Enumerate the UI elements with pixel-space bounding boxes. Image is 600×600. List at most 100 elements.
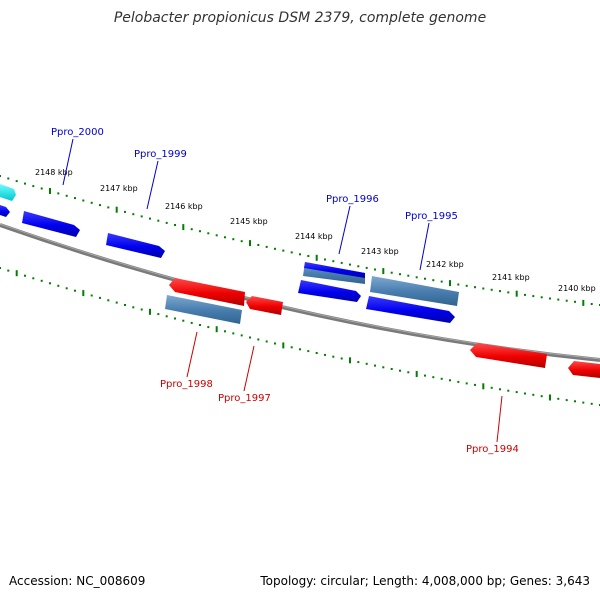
gene-arrow-forward[interactable] xyxy=(0,205,10,217)
minor-tick xyxy=(165,221,168,224)
minor-tick xyxy=(374,364,376,367)
major-tick xyxy=(449,280,451,287)
minor-tick xyxy=(499,388,501,391)
kbp-tick-label: 2140 kbp xyxy=(558,284,596,293)
gene-arrow-forward[interactable] xyxy=(304,262,365,278)
minor-tick xyxy=(424,277,426,280)
minor-tick xyxy=(49,282,51,285)
minor-tick xyxy=(299,348,301,351)
minor-tick xyxy=(315,352,318,354)
minor-tick xyxy=(140,308,143,311)
minor-tick xyxy=(582,401,585,404)
gene-label-reverse[interactable]: Ppro_1994 xyxy=(466,444,519,455)
genome-summary-text: Topology: circular; Length: 4,008,000 bp… xyxy=(260,574,590,588)
rna-feature-arrow[interactable] xyxy=(165,295,242,324)
minor-tick xyxy=(224,236,226,239)
minor-tick xyxy=(432,279,435,282)
kbp-tick-label: 2141 kbp xyxy=(492,273,530,282)
gene-label-forward[interactable]: Ppro_1996 xyxy=(326,194,379,205)
minor-tick xyxy=(390,368,393,370)
minor-tick xyxy=(465,284,468,287)
minor-tick xyxy=(32,185,35,188)
gene-arrow-forward[interactable] xyxy=(106,233,165,258)
gene-label-forward[interactable]: Ppro_2000 xyxy=(51,127,104,138)
minor-tick xyxy=(390,271,393,274)
minor-tick xyxy=(207,232,210,235)
major-tick xyxy=(382,268,385,275)
minor-tick xyxy=(0,175,1,177)
minor-tick xyxy=(465,382,468,385)
minor-tick xyxy=(65,287,68,290)
major-tick xyxy=(15,270,18,277)
minor-tick xyxy=(90,201,93,204)
gene-label-reverse[interactable]: Ppro_1997 xyxy=(218,393,271,404)
kbp-tick-label: 2148 kbp xyxy=(35,168,73,177)
minor-tick xyxy=(324,258,326,261)
minor-tick xyxy=(107,206,110,209)
minor-tick xyxy=(332,260,335,263)
minor-tick xyxy=(307,350,310,353)
major-tick xyxy=(149,308,151,315)
minor-tick xyxy=(532,393,535,396)
minor-tick xyxy=(474,286,476,289)
minor-tick xyxy=(524,293,526,296)
minor-tick xyxy=(190,321,193,324)
minor-tick xyxy=(132,213,135,216)
gene-arrow-reverse[interactable] xyxy=(246,296,283,315)
gene-arrow-forward[interactable] xyxy=(298,280,361,302)
minor-tick xyxy=(182,319,185,322)
minor-tick xyxy=(74,289,76,292)
gene-arrow-reverse[interactable] xyxy=(169,278,245,306)
gene-arrow-reverse[interactable] xyxy=(568,361,600,378)
minor-tick xyxy=(490,386,493,389)
gene-arrow-forward[interactable] xyxy=(366,296,455,323)
minor-tick xyxy=(90,294,93,297)
gene-label-forward[interactable]: Ppro_1999 xyxy=(134,149,187,160)
minor-tick xyxy=(107,299,110,302)
major-tick xyxy=(315,254,318,261)
minor-tick xyxy=(15,180,18,183)
kbp-tick-label: 2146 kbp xyxy=(165,202,203,211)
minor-tick xyxy=(424,374,426,377)
leader-line xyxy=(146,160,159,210)
leader-line xyxy=(338,205,351,255)
minor-tick xyxy=(249,336,251,339)
leader-line xyxy=(496,395,503,443)
minor-tick xyxy=(207,326,210,329)
minor-tick xyxy=(565,299,568,302)
minor-tick xyxy=(174,224,176,226)
rna-feature-arrow[interactable] xyxy=(370,276,459,306)
gene-arrow-forward[interactable] xyxy=(22,211,80,237)
minor-tick xyxy=(40,187,43,190)
minor-tick xyxy=(490,288,493,291)
gene-arrow-reverse[interactable] xyxy=(470,343,547,368)
minor-tick xyxy=(357,361,360,364)
kbp-tick-label: 2147 kbp xyxy=(100,184,138,193)
minor-tick xyxy=(257,244,260,246)
minor-tick xyxy=(99,204,101,207)
minor-tick xyxy=(40,279,43,282)
gene-label-forward[interactable]: Ppro_1995 xyxy=(405,211,458,222)
minor-tick xyxy=(65,194,68,197)
kbp-tick-label: 2143 kbp xyxy=(361,247,399,256)
minor-tick xyxy=(240,240,243,243)
minor-tick xyxy=(440,377,443,380)
minor-tick xyxy=(432,376,435,379)
minor-tick xyxy=(257,338,260,341)
minor-tick xyxy=(324,353,326,356)
minor-tick xyxy=(240,334,243,337)
minor-tick xyxy=(574,400,576,403)
tick-rows xyxy=(0,175,600,406)
feature-arrow-cyan[interactable] xyxy=(0,184,16,201)
minor-tick xyxy=(349,263,351,266)
minor-tick xyxy=(224,330,226,333)
minor-tick xyxy=(365,362,368,365)
gene-label-reverse[interactable]: Ppro_1998 xyxy=(160,379,213,390)
minor-tick xyxy=(407,371,410,374)
minor-tick xyxy=(407,274,410,277)
minor-tick xyxy=(340,357,343,360)
minor-tick xyxy=(457,283,460,286)
minor-tick xyxy=(307,255,310,257)
minor-tick xyxy=(357,265,360,268)
